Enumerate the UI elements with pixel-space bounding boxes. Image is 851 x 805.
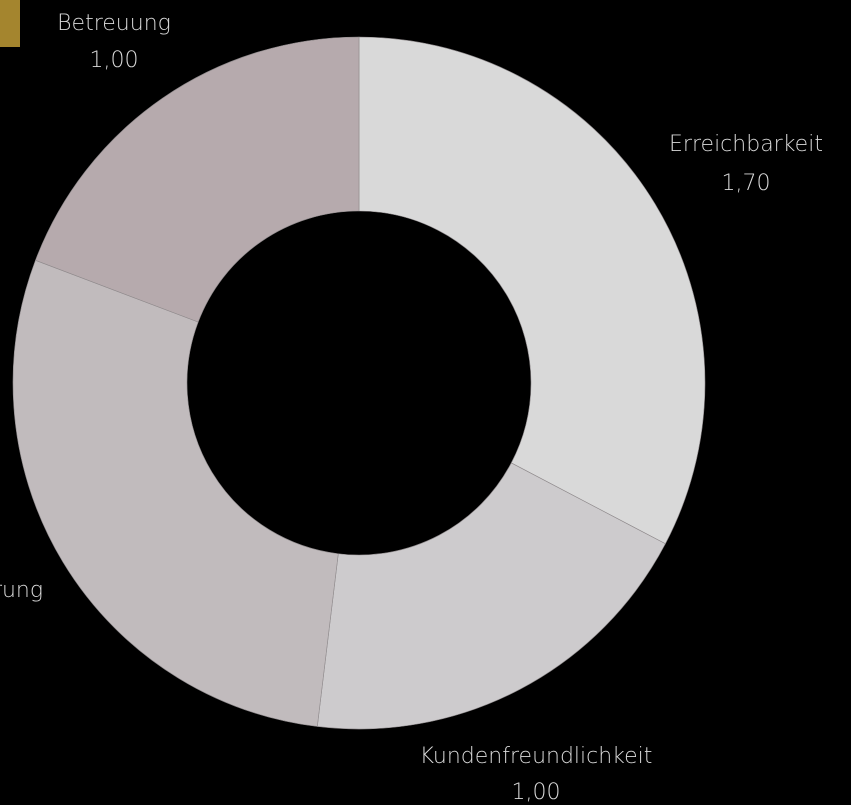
slice-label-kundenfreundlichkeit: Kundenfreundlichkeit bbox=[420, 744, 653, 769]
slice-labels: Erreichbarkeit 1,70 Kundenfreundlichkeit 1,… bbox=[0, 11, 823, 805]
slice-label-rung: rung bbox=[0, 578, 43, 603]
slice-rung bbox=[12, 259, 339, 727]
slice-value-kundenfreundlichkeit: 1,00 bbox=[512, 780, 561, 805]
slice-betreuung bbox=[35, 36, 360, 323]
slice-value-betreuung: 1,00 bbox=[90, 48, 139, 73]
slice-label-betreuung: Betreuung bbox=[57, 11, 171, 36]
slice-value-erreichbarkeit: 1,70 bbox=[722, 171, 771, 196]
donut-slices bbox=[12, 36, 706, 730]
slice-kundenfreundlichkeit bbox=[316, 462, 666, 730]
slice-label-erreichbarkeit: Erreichbarkeit bbox=[669, 132, 823, 157]
slice-erreichbarkeit bbox=[358, 36, 706, 545]
legend-swatch bbox=[0, 0, 20, 47]
